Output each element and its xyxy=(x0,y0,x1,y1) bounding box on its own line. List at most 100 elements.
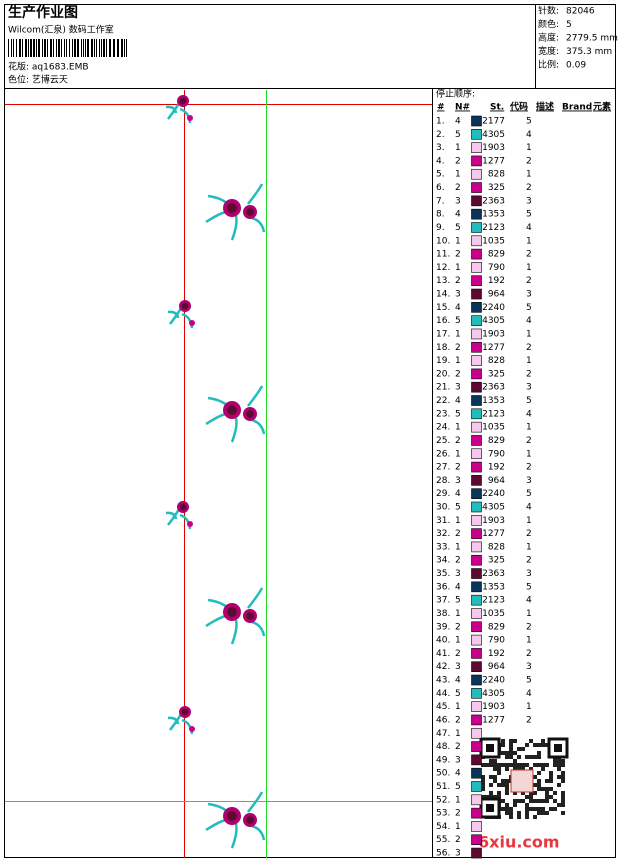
row-number: 15. xyxy=(436,303,450,313)
qr-cell xyxy=(537,743,541,747)
qr-cell xyxy=(545,799,549,803)
qr-cell xyxy=(501,779,505,783)
row-number: 47. xyxy=(436,729,450,739)
stem xyxy=(179,107,192,124)
code: 5 xyxy=(526,117,532,127)
stem xyxy=(165,511,178,520)
stem xyxy=(179,513,192,530)
stem xyxy=(251,216,266,233)
qr-cell xyxy=(509,751,513,755)
qr-cell xyxy=(561,771,565,775)
bar xyxy=(109,39,111,57)
petal-inner xyxy=(246,612,254,620)
petal-inner xyxy=(181,708,189,716)
qr-cell xyxy=(557,775,561,779)
code: 5 xyxy=(526,676,532,686)
stitches: 1035 xyxy=(482,423,505,433)
stitches: 1035 xyxy=(482,609,505,619)
code: 2 xyxy=(526,622,532,632)
row-number: 45. xyxy=(436,702,450,712)
bar xyxy=(50,39,52,57)
qr-cell xyxy=(505,803,509,807)
qr-cell xyxy=(517,747,521,751)
color-swatch xyxy=(471,222,482,233)
color-swatch xyxy=(471,288,482,300)
qr-cell xyxy=(525,803,529,807)
watermark: 6xiu.com xyxy=(478,833,560,852)
code: 2 xyxy=(526,556,532,566)
bar xyxy=(61,39,62,57)
stem xyxy=(251,620,266,637)
color-swatch xyxy=(471,688,482,699)
stem xyxy=(165,105,178,114)
qr-cell xyxy=(537,783,541,787)
petal-inner xyxy=(181,302,189,310)
design-file: 花版: aq1683.EMB xyxy=(8,61,89,73)
color-swatch xyxy=(471,381,482,393)
qr-cell xyxy=(561,763,565,767)
qr-cell xyxy=(513,767,517,771)
stem xyxy=(181,312,194,329)
bud xyxy=(189,726,195,732)
code: 3 xyxy=(526,476,532,486)
qr-cell xyxy=(489,783,493,787)
stitches: 790 xyxy=(488,263,505,273)
row-number: 48. xyxy=(436,742,450,752)
code: 2 xyxy=(526,183,532,193)
qr-cell xyxy=(505,787,509,791)
qr-cell xyxy=(529,795,533,799)
row-number: 19. xyxy=(436,356,450,366)
row-number: 23. xyxy=(436,409,450,419)
row-number: 46. xyxy=(436,715,450,725)
color-number: 2 xyxy=(455,715,461,725)
color-number: 5 xyxy=(455,130,461,140)
qr-cell xyxy=(521,747,525,751)
qr-cell xyxy=(497,763,501,767)
code: 4 xyxy=(526,130,532,140)
stem xyxy=(251,418,266,435)
qr-cell xyxy=(537,787,541,791)
qr-cell xyxy=(529,791,533,795)
bar xyxy=(94,39,95,57)
code: 1 xyxy=(526,542,532,552)
color-number: 3 xyxy=(455,196,461,206)
color-number: 4 xyxy=(455,676,461,686)
bar xyxy=(38,39,40,57)
bar xyxy=(8,39,9,57)
qr-cell xyxy=(549,779,553,783)
color-number: 5 xyxy=(455,596,461,606)
stem xyxy=(230,823,238,849)
bar xyxy=(16,39,17,57)
color-number: 2 xyxy=(455,742,461,752)
bar xyxy=(81,39,82,57)
qr-cell xyxy=(481,775,485,779)
row-number: 5. xyxy=(436,170,445,180)
stitches: 829 xyxy=(488,436,505,446)
bar xyxy=(117,39,119,57)
stem xyxy=(247,183,264,205)
stitches: 4305 xyxy=(482,689,505,699)
stitches: 4305 xyxy=(482,502,505,512)
column-header: 元素 xyxy=(593,101,611,113)
bar xyxy=(25,39,27,57)
color-number: 2 xyxy=(455,463,461,473)
color-swatch xyxy=(471,541,482,553)
code: 2 xyxy=(526,436,532,446)
qr-cell xyxy=(517,811,521,815)
qr-cell xyxy=(533,799,537,803)
petal-inner xyxy=(227,405,237,415)
qr-cell xyxy=(545,811,549,815)
color-swatch xyxy=(471,807,482,819)
petal-inner xyxy=(246,208,254,216)
qr-cell xyxy=(497,767,501,771)
qr-cell xyxy=(521,767,525,771)
stitches: 828 xyxy=(488,170,505,180)
qr-cell xyxy=(537,807,541,811)
stitches: 2240 xyxy=(482,676,505,686)
row-number: 33. xyxy=(436,542,450,552)
color-swatch xyxy=(471,208,482,220)
qr-cell xyxy=(549,807,553,811)
qr-cell xyxy=(485,795,489,799)
color-swatch xyxy=(471,581,482,593)
color-number: 3 xyxy=(455,849,461,859)
